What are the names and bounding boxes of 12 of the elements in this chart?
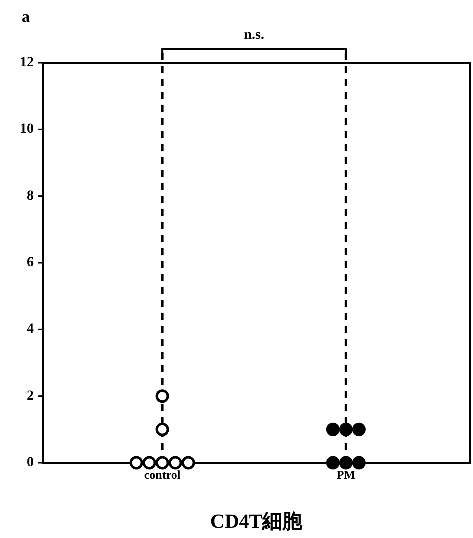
y-tick-label: 12	[20, 56, 34, 70]
y-tick-label: 10	[20, 122, 34, 138]
text: n.s.	[244, 28, 264, 43]
y-tick-label: 2	[27, 388, 34, 404]
x-tick-label: control	[144, 468, 182, 482]
y-tick-label: 8	[27, 188, 34, 204]
x-axis-title: CD4T細胞	[210, 511, 304, 533]
y-tick-label: 4	[27, 322, 34, 338]
y-tick-label: 0	[27, 456, 34, 470]
y-tick-label: 6	[27, 256, 34, 270]
chart-title: a	[22, 9, 30, 26]
x-tick-label: PM	[336, 468, 356, 482]
